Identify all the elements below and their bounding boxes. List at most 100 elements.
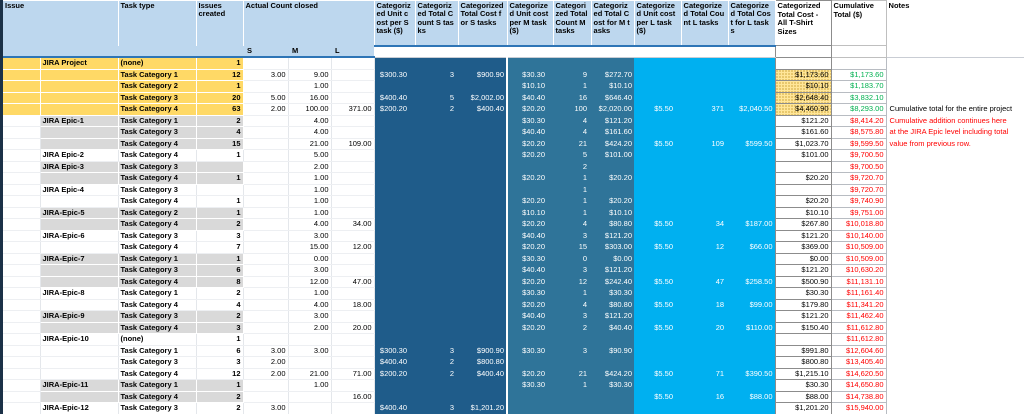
cell-indent[interactable]: [3, 287, 41, 300]
cell-indent[interactable]: [3, 253, 41, 265]
cell-note[interactable]: [886, 92, 1024, 104]
cell-closed-l[interactable]: [331, 126, 375, 139]
cell-closed-m[interactable]: 1.00: [288, 184, 332, 196]
cell-indent[interactable]: [3, 264, 41, 277]
cell-m-unit[interactable]: $40.40: [506, 92, 554, 104]
cell-closed-m[interactable]: 1.00: [288, 172, 332, 185]
cell-closed-l[interactable]: [331, 184, 375, 196]
cell-l-cost[interactable]: $2,040.50: [728, 103, 776, 115]
cell-l-cost[interactable]: $110.00: [728, 322, 776, 334]
subheader-spacer[interactable]: [774, 45, 832, 58]
cell-m-count[interactable]: 1: [553, 184, 592, 196]
header-s-unit-cost[interactable]: Categorized Unit cost per S task ($): [374, 0, 416, 47]
cell-all-cost[interactable]: $20.20: [774, 172, 832, 185]
cell-l-cost[interactable]: [728, 264, 776, 276]
cell-m-count[interactable]: 3: [553, 345, 592, 357]
cell-s-unit[interactable]: [374, 207, 416, 219]
cell-m-cost[interactable]: [591, 356, 635, 368]
cell-l-count[interactable]: [681, 287, 729, 299]
cell-closed-l[interactable]: 371.00: [331, 103, 375, 116]
cell-cumulative[interactable]: $10,509.00: [830, 241, 887, 254]
cell-all-cost[interactable]: $1,215.10: [774, 367, 832, 380]
header-m-unit-cost[interactable]: Categorized Unit cost per M task ($): [507, 0, 554, 47]
cell-closed-l[interactable]: [331, 69, 375, 81]
cell-issue[interactable]: [40, 195, 119, 208]
cell-cumulative[interactable]: $10,140.00: [830, 229, 887, 242]
header-l-cost[interactable]: Categorized Total Cost for L tasks: [728, 0, 776, 47]
cell-closed-l[interactable]: [331, 379, 375, 392]
cell-m-cost[interactable]: $424.20: [591, 138, 635, 150]
cell-closed-m[interactable]: 3.00: [288, 264, 332, 277]
cell-closed-m[interactable]: 1.00: [288, 195, 332, 208]
cell-cumulative[interactable]: $10,018.80: [830, 218, 887, 231]
cell-l-unit[interactable]: $5.50: [634, 322, 682, 334]
cell-indent[interactable]: [3, 402, 41, 414]
cell-note[interactable]: [886, 69, 1024, 81]
cell-all-cost[interactable]: $121.20: [774, 264, 832, 277]
cell-s-count[interactable]: [415, 195, 459, 207]
cell-cumulative[interactable]: $11,612.80: [830, 321, 887, 334]
cell-m-unit[interactable]: $30.30: [506, 115, 554, 127]
cell-l-count[interactable]: 12: [681, 241, 729, 253]
cell-closed-s[interactable]: 2.00: [243, 368, 289, 380]
cell-m-cost[interactable]: [591, 57, 635, 69]
cell-task[interactable]: Task Category 1: [118, 253, 197, 265]
cell-created[interactable]: 1: [196, 207, 244, 219]
cell-l-count[interactable]: 20: [681, 322, 729, 334]
cell-l-unit[interactable]: [634, 356, 682, 368]
cell-l-count[interactable]: [681, 126, 729, 138]
cell-s-cost[interactable]: [458, 322, 508, 334]
cell-s-cost[interactable]: [458, 241, 508, 253]
cell-closed-m[interactable]: 12.00: [288, 276, 332, 288]
cell-indent[interactable]: [3, 103, 41, 116]
cell-closed-s[interactable]: [243, 391, 289, 403]
cell-closed-m[interactable]: 3.00: [288, 230, 332, 242]
cell-m-count[interactable]: 12: [553, 276, 592, 288]
cell-created[interactable]: 6: [196, 264, 244, 277]
cell-l-cost[interactable]: $88.00: [728, 391, 776, 403]
cell-closed-l[interactable]: [331, 92, 375, 104]
cell-closed-s[interactable]: 3.00: [243, 69, 289, 81]
cell-l-unit[interactable]: [634, 230, 682, 242]
cell-m-cost[interactable]: [591, 402, 635, 414]
cell-s-unit[interactable]: [374, 138, 416, 150]
cell-s-count[interactable]: 3: [415, 402, 459, 414]
cell-m-count[interactable]: 0: [553, 253, 592, 265]
subheader-spacer[interactable]: [553, 45, 592, 58]
cell-cumulative[interactable]: $10,509.00: [830, 252, 887, 265]
cell-created[interactable]: 2: [196, 218, 244, 231]
cell-created[interactable]: 1: [196, 80, 244, 93]
cell-s-cost[interactable]: [458, 195, 508, 207]
cell-note[interactable]: [886, 230, 1024, 242]
cell-closed-m[interactable]: 21.00: [288, 138, 332, 150]
cell-all-cost[interactable]: $1,173.60: [774, 68, 832, 81]
cell-l-count[interactable]: 109: [681, 138, 729, 150]
cell-l-cost[interactable]: [728, 310, 776, 322]
cell-l-unit[interactable]: $5.50: [634, 138, 682, 150]
cell-s-count[interactable]: [415, 218, 459, 230]
cell-closed-s[interactable]: [243, 379, 289, 392]
cell-closed-m[interactable]: [288, 57, 332, 70]
header-all-tshirt-cost[interactable]: Categorized Total Cost - All T-Shirt Siz…: [774, 0, 832, 46]
cell-closed-l[interactable]: 16.00: [331, 391, 375, 403]
cell-l-count[interactable]: [681, 207, 729, 219]
cell-l-count[interactable]: [681, 149, 729, 161]
cell-m-unit[interactable]: $20.20: [506, 195, 554, 207]
cell-l-unit[interactable]: $5.50: [634, 241, 682, 253]
cell-indent[interactable]: [3, 80, 41, 93]
cell-s-cost[interactable]: [458, 333, 508, 345]
cell-s-count[interactable]: [415, 333, 459, 345]
cell-all-cost[interactable]: $88.00: [774, 390, 832, 403]
cell-s-count[interactable]: 2: [415, 368, 459, 380]
cell-s-cost[interactable]: $400.40: [458, 368, 508, 380]
cell-l-count[interactable]: 371: [681, 103, 729, 115]
cell-s-cost[interactable]: [458, 149, 508, 161]
cell-closed-s[interactable]: 2.00: [243, 356, 289, 369]
cell-s-unit[interactable]: $200.20: [374, 368, 416, 380]
cell-note[interactable]: [886, 276, 1024, 288]
cell-m-unit[interactable]: [506, 161, 554, 173]
cell-closed-m[interactable]: [288, 391, 332, 403]
cell-task[interactable]: Task Category 4: [118, 368, 197, 380]
cell-m-count[interactable]: 2: [553, 322, 592, 334]
cell-closed-l[interactable]: [331, 333, 375, 346]
